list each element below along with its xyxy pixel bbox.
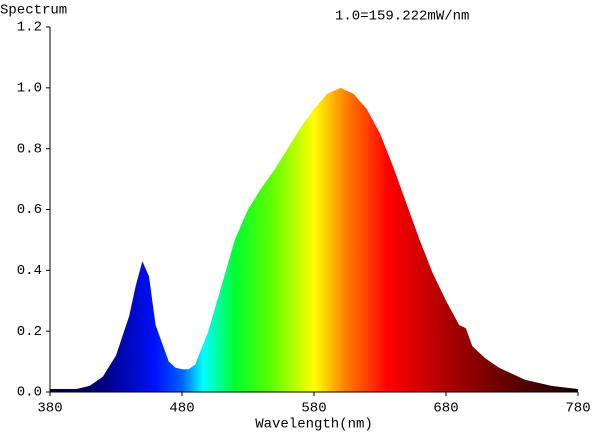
x-tick-label: 680 <box>433 401 458 417</box>
annotation: 1.0=159.222mW/nm <box>335 9 469 25</box>
plot <box>50 87 578 392</box>
y-tick-label: 0.6 <box>17 202 42 218</box>
y-tick-label: 0.4 <box>17 263 42 279</box>
y-tick-label: 0.0 <box>17 385 42 401</box>
x-tick-label: 380 <box>37 401 62 417</box>
chart-title: Spectrum <box>0 3 67 19</box>
x-tick-label: 780 <box>565 401 590 417</box>
x-tick-label: 480 <box>169 401 194 417</box>
y-tick-label: 0.8 <box>17 141 42 157</box>
x-axis-label: Wavelength(nm) <box>255 417 373 433</box>
y-tick-label: 1.0 <box>17 81 42 97</box>
y-tick-label: 0.2 <box>17 324 42 340</box>
x-tick-label: 580 <box>301 401 326 417</box>
spectrum-area <box>50 87 578 392</box>
y-tick-label: 1.2 <box>17 20 42 36</box>
